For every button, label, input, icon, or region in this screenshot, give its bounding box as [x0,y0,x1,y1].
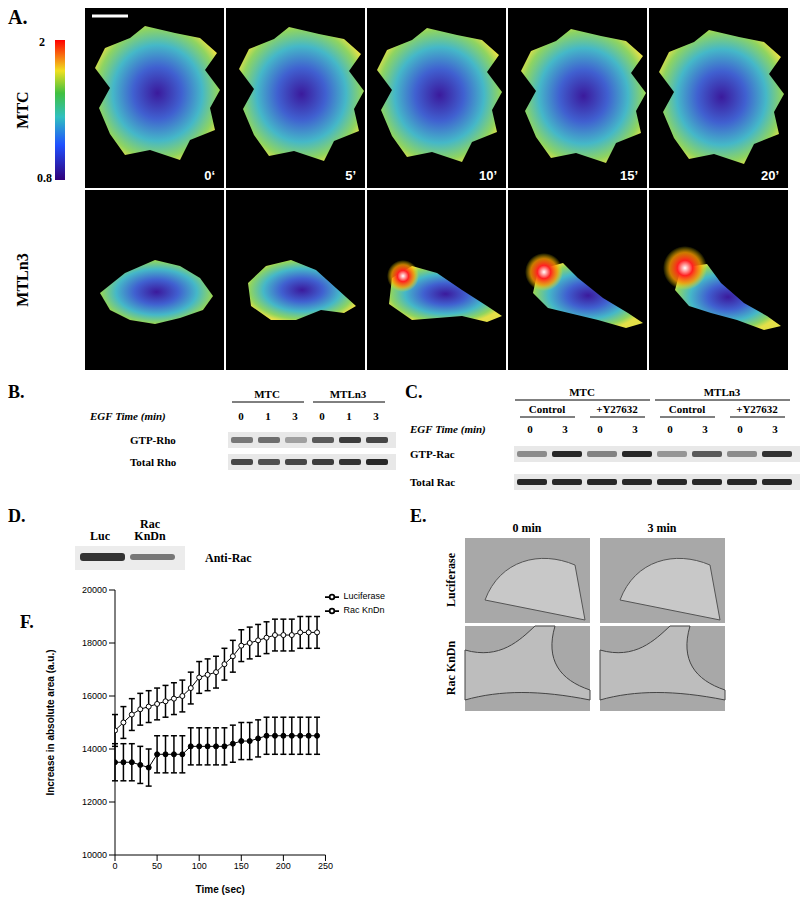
svg-text:GTP-Rho: GTP-Rho [130,434,176,446]
svg-text:0: 0 [667,423,673,435]
svg-text:100: 100 [192,861,207,871]
svg-text:Anti-Rac: Anti-Rac [205,551,252,565]
svg-text:200: 200 [276,861,291,871]
svg-text:150: 150 [234,861,249,871]
svg-text:E.: E. [410,506,427,526]
svg-text:15’: 15’ [620,168,638,183]
svg-text:Increase in absolute area (a.u: Increase in absolute area (a.u.) [45,649,56,795]
svg-text:+Y27632: +Y27632 [736,403,778,415]
svg-text:A.: A. [8,6,27,28]
svg-text:3: 3 [292,410,298,422]
svg-text:20’: 20’ [761,168,779,183]
svg-text:Total Rho: Total Rho [130,456,177,468]
svg-text:12000: 12000 [82,797,107,807]
svg-text:F.: F. [20,612,34,632]
svg-text:+Y27632: +Y27632 [596,403,638,415]
svg-text:B.: B. [8,382,25,402]
svg-text:EGF Time (min): EGF Time (min) [89,410,166,423]
svg-text:10000: 10000 [82,850,107,860]
svg-text:18000: 18000 [82,638,107,648]
svg-text:0: 0 [319,410,325,422]
svg-text:3: 3 [702,423,708,435]
svg-text:Luc: Luc [90,529,111,543]
svg-text:250: 250 [318,861,333,871]
svg-text:EGF Time (min): EGF Time (min) [409,423,486,436]
svg-text:Control: Control [529,403,565,415]
svg-text:20000: 20000 [82,585,107,595]
svg-text:GTP-Rac: GTP-Rac [410,448,455,460]
svg-text:3: 3 [772,423,778,435]
svg-text:0: 0 [527,423,533,435]
svg-text:3: 3 [632,423,638,435]
svg-text:Rac: Rac [140,517,160,531]
svg-text:Control: Control [669,403,705,415]
svg-text:MTLn3: MTLn3 [14,253,31,306]
svg-text:Total Rac: Total Rac [410,476,455,488]
svg-text:50: 50 [152,861,162,871]
svg-text:3 min: 3 min [647,521,676,535]
html-text:Luciferase: Luciferase [343,591,385,602]
svg-text:3: 3 [562,423,568,435]
svg-text:Luciferase: Luciferase [444,552,458,607]
svg-text:MTC: MTC [14,91,31,128]
html-text:Rac KnDn: Rac KnDn [343,605,385,616]
svg-text:C.: C. [405,382,423,402]
svg-text:D.: D. [8,506,26,526]
svg-text:10’: 10’ [479,168,497,183]
svg-text:0 min: 0 min [512,521,541,535]
svg-text:5’: 5’ [345,168,356,183]
svg-text:3: 3 [373,410,379,422]
svg-text:0: 0 [238,410,244,422]
svg-text:1: 1 [346,410,352,422]
svg-text:MTLn3: MTLn3 [330,388,367,400]
svg-text:0: 0 [737,423,743,435]
svg-text:16000: 16000 [82,691,107,701]
svg-text:2: 2 [39,35,45,49]
svg-text:0: 0 [112,861,117,871]
svg-text:0‘: 0‘ [204,168,215,183]
svg-text:1: 1 [265,410,271,422]
svg-text:Time (sec): Time (sec) [196,884,245,895]
svg-text:MTC: MTC [569,386,595,398]
svg-text:MTLn3: MTLn3 [704,386,741,398]
svg-text:14000: 14000 [82,744,107,754]
svg-text:Rac KnDn: Rac KnDn [444,641,458,696]
svg-text:MTC: MTC [254,388,280,400]
svg-text:0.8: 0.8 [37,171,52,185]
svg-text:0: 0 [597,423,603,435]
svg-text:KnDn: KnDn [134,529,166,543]
